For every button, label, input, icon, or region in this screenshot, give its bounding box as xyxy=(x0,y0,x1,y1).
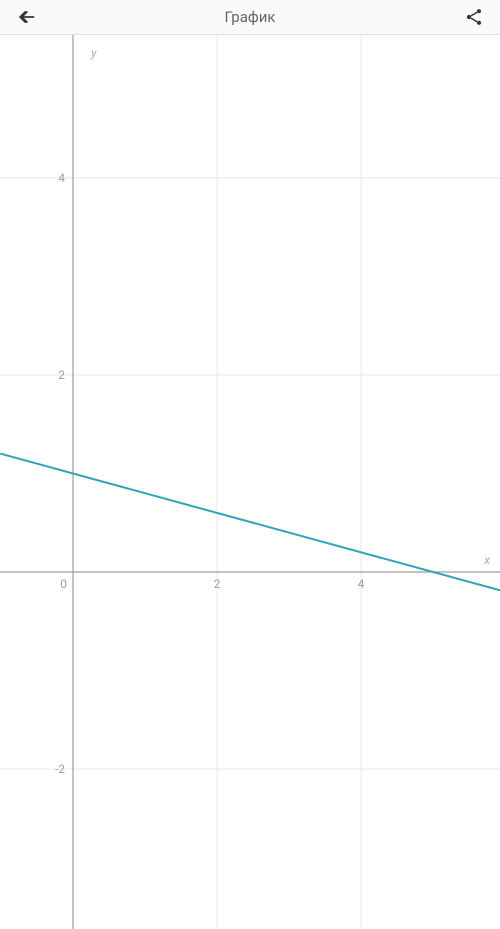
arrow-left-icon xyxy=(16,7,36,27)
y-tick-label: -2 xyxy=(55,762,65,776)
app-header: График xyxy=(0,0,500,35)
chart-canvas[interactable]: 024-4-2246yx xyxy=(0,35,500,929)
share-button[interactable] xyxy=(462,5,486,29)
x-tick-label: 2 xyxy=(214,577,221,591)
y-axis-name: y xyxy=(90,46,97,60)
x-tick-label: 4 xyxy=(358,577,365,591)
series-line-1 xyxy=(0,454,500,591)
x-tick-label: 0 xyxy=(60,577,67,591)
back-button[interactable] xyxy=(14,5,38,29)
share-icon xyxy=(464,7,484,27)
x-axis-name: x xyxy=(483,553,490,567)
y-tick-label: 2 xyxy=(58,368,65,382)
page-title: График xyxy=(38,8,462,26)
y-tick-label: 4 xyxy=(58,171,65,185)
